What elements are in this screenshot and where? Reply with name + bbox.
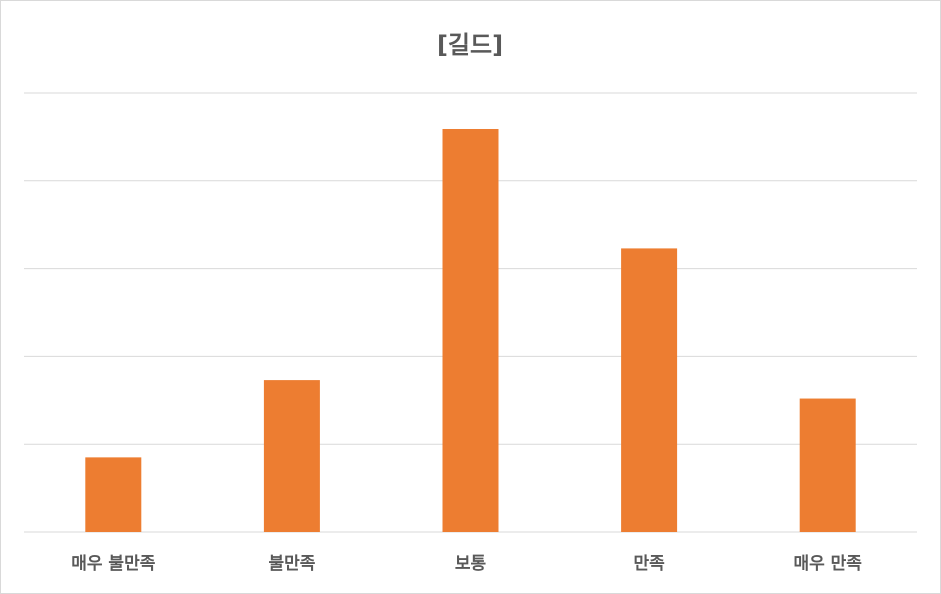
bar	[263, 380, 320, 532]
x-tick-label: 불만족	[268, 554, 315, 574]
bar	[621, 248, 678, 532]
chart-title: [길드]	[437, 31, 503, 59]
bar	[799, 398, 856, 532]
bar	[442, 128, 499, 533]
x-tick-label: 만족	[633, 554, 665, 574]
x-tick-label: 매우 만족	[793, 554, 862, 574]
x-tick-label: 매우 불만족	[71, 554, 155, 574]
bar	[85, 457, 142, 532]
x-tick-label: 보통	[455, 554, 487, 574]
